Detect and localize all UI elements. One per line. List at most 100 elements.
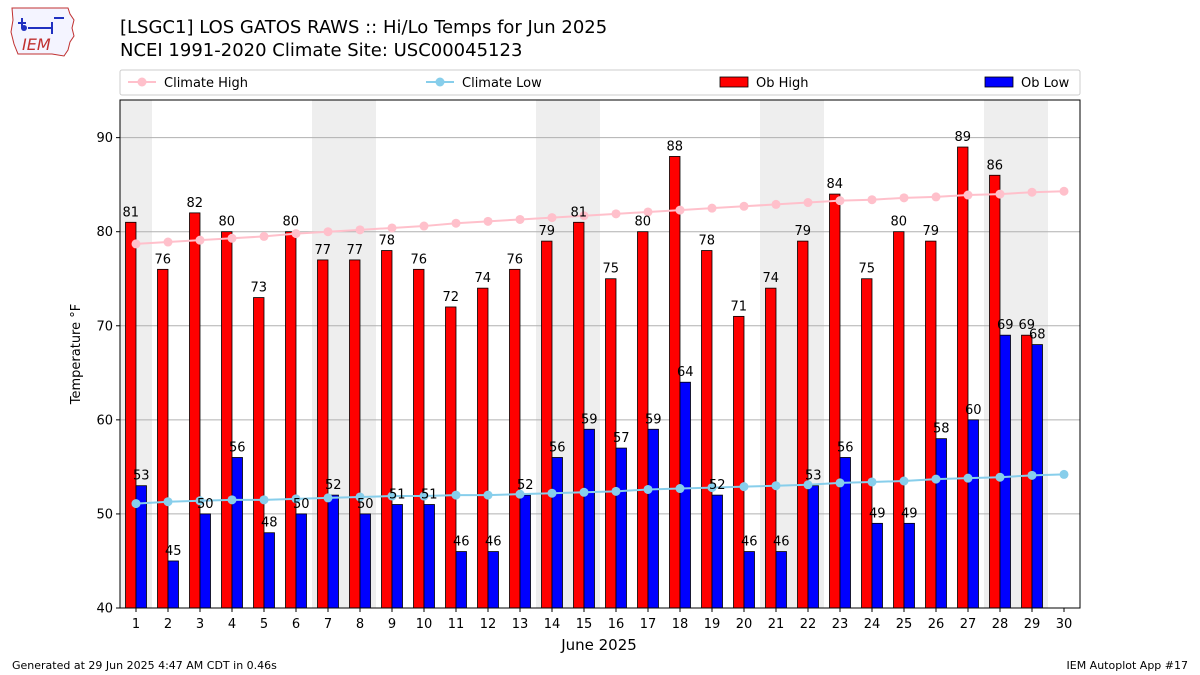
bar-ob-high-day-13 xyxy=(509,268,521,609)
bar-ob-high-day-14 xyxy=(541,240,553,609)
xtick-label-8: 8 xyxy=(356,617,364,632)
label-ob-high-day-4: 80 xyxy=(218,215,235,230)
climate-high-line xyxy=(135,190,1065,245)
bar-ob-high-day-20 xyxy=(733,315,745,609)
climate-high-point-day-6 xyxy=(291,229,301,239)
xtick-label-23: 23 xyxy=(832,617,849,632)
xtick-label-17: 17 xyxy=(640,617,657,632)
label-ob-low-day-5: 48 xyxy=(261,516,278,531)
climate-low-point-day-24 xyxy=(867,477,877,487)
ytick-label-40: 40 xyxy=(96,602,113,617)
climate-high-point-day-15 xyxy=(579,211,589,221)
bar-ob-low-day-15 xyxy=(583,428,595,609)
xtick-label-16: 16 xyxy=(608,617,625,632)
label-ob-high-day-25: 80 xyxy=(890,215,907,230)
bar-ob-high-day-28 xyxy=(989,174,1001,609)
climate-high-point-day-10 xyxy=(419,221,429,231)
climate-high-point-day-28 xyxy=(995,189,1005,199)
bar-ob-high-day-3 xyxy=(189,212,201,609)
xtick-label-3: 3 xyxy=(196,617,204,632)
bars xyxy=(125,146,1043,609)
label-ob-low-day-9: 51 xyxy=(389,488,406,503)
climate-low-point-day-3 xyxy=(195,496,205,506)
climate-low-point-day-17 xyxy=(643,484,653,494)
label-ob-high-day-13: 76 xyxy=(506,252,523,267)
label-ob-high-day-20: 71 xyxy=(730,299,747,314)
xtick-label-7: 7 xyxy=(324,617,332,632)
climate-low-point-day-23 xyxy=(835,478,845,488)
label-ob-low-day-21: 46 xyxy=(773,535,790,550)
climate-low-point-day-20 xyxy=(739,482,749,492)
label-ob-high-day-18: 88 xyxy=(666,139,683,154)
legend-label-ob-low: Ob Low xyxy=(1021,76,1070,91)
label-ob-high-day-6: 80 xyxy=(282,215,299,230)
bar-ob-high-day-4 xyxy=(221,231,233,609)
climate-high-point-day-5 xyxy=(259,231,269,241)
label-ob-high-day-12: 74 xyxy=(474,271,491,286)
label-ob-high-day-5: 73 xyxy=(250,281,267,296)
label-ob-high-day-8: 77 xyxy=(346,243,363,258)
chart-title: [LSGC1] LOS GATOS RAWS :: Hi/Lo Temps fo… xyxy=(120,17,608,38)
label-ob-low-day-1: 53 xyxy=(133,469,150,484)
climate-high-point-day-30 xyxy=(1059,186,1069,196)
bar-ob-low-day-21 xyxy=(775,551,787,609)
climate-low-point-day-1 xyxy=(131,499,141,509)
label-ob-low-day-29: 68 xyxy=(1029,328,1046,343)
climate-low-point-day-12 xyxy=(483,490,493,500)
bar-ob-low-day-27 xyxy=(967,419,979,609)
legend-box xyxy=(119,69,1081,96)
bar-ob-high-day-21 xyxy=(765,287,777,609)
label-ob-high-day-11: 72 xyxy=(442,290,459,305)
bar-ob-low-day-25 xyxy=(903,522,915,609)
climate-high-point-day-22 xyxy=(803,198,813,208)
label-ob-low-day-2: 45 xyxy=(165,544,182,559)
climate-high-point-day-29 xyxy=(1027,187,1037,197)
label-ob-high-day-9: 78 xyxy=(378,234,395,249)
ytick-label-80: 80 xyxy=(96,225,113,240)
bar-ob-low-day-18 xyxy=(679,381,691,609)
climate-low-point-day-18 xyxy=(675,484,685,494)
bar-ob-low-day-2 xyxy=(167,560,179,609)
label-ob-high-day-14: 79 xyxy=(538,224,555,239)
legend-label-climate-low: Climate Low xyxy=(462,76,542,91)
bar-ob-high-day-25 xyxy=(893,231,905,609)
label-ob-low-day-24: 49 xyxy=(869,506,886,521)
bar-ob-low-day-10 xyxy=(423,504,435,609)
bar-ob-low-day-8 xyxy=(359,513,371,609)
label-ob-low-day-7: 52 xyxy=(325,478,342,493)
climate-low-point-day-7 xyxy=(323,493,333,503)
climate-low-point-day-2 xyxy=(163,497,173,507)
xtick-label-6: 6 xyxy=(292,617,300,632)
climate-high-point-day-18 xyxy=(675,205,685,215)
legend-marker-climate-high xyxy=(137,77,147,87)
legend: Climate High Climate Low Ob High Ob Low xyxy=(128,76,1070,91)
xtick-label-10: 10 xyxy=(416,617,433,632)
xtick-label-24: 24 xyxy=(864,617,881,632)
bar-ob-low-day-4 xyxy=(231,457,243,609)
xtick-label-25: 25 xyxy=(896,617,913,632)
climate-high-point-day-2 xyxy=(163,237,173,247)
climate-high-point-day-4 xyxy=(227,233,237,243)
climate-low-point-day-26 xyxy=(931,474,941,484)
label-ob-low-day-23: 56 xyxy=(837,440,854,455)
bar-ob-low-day-3 xyxy=(199,513,211,609)
climate-high-point-day-7 xyxy=(323,227,333,237)
label-ob-low-day-13: 52 xyxy=(517,478,534,493)
xtick-label-1: 1 xyxy=(132,617,140,632)
label-ob-high-day-21: 74 xyxy=(762,271,779,286)
climate-low-point-day-28 xyxy=(995,472,1005,482)
label-ob-high-day-17: 80 xyxy=(634,215,651,230)
bar-ob-low-day-9 xyxy=(391,504,403,609)
bar-ob-high-day-9 xyxy=(381,250,393,609)
legend-swatch-ob-low xyxy=(984,76,1014,88)
xtick-label-28: 28 xyxy=(992,617,1009,632)
bar-ob-low-day-19 xyxy=(711,494,723,609)
ytick-label-50: 50 xyxy=(96,507,113,522)
label-ob-low-day-25: 49 xyxy=(901,506,918,521)
label-ob-low-day-11: 46 xyxy=(453,535,470,550)
app-note: IEM Autoplot App #17 xyxy=(1066,659,1189,672)
xtick-label-13: 13 xyxy=(512,617,529,632)
xtick-label-4: 4 xyxy=(228,617,236,632)
label-ob-high-day-27: 89 xyxy=(954,130,971,145)
